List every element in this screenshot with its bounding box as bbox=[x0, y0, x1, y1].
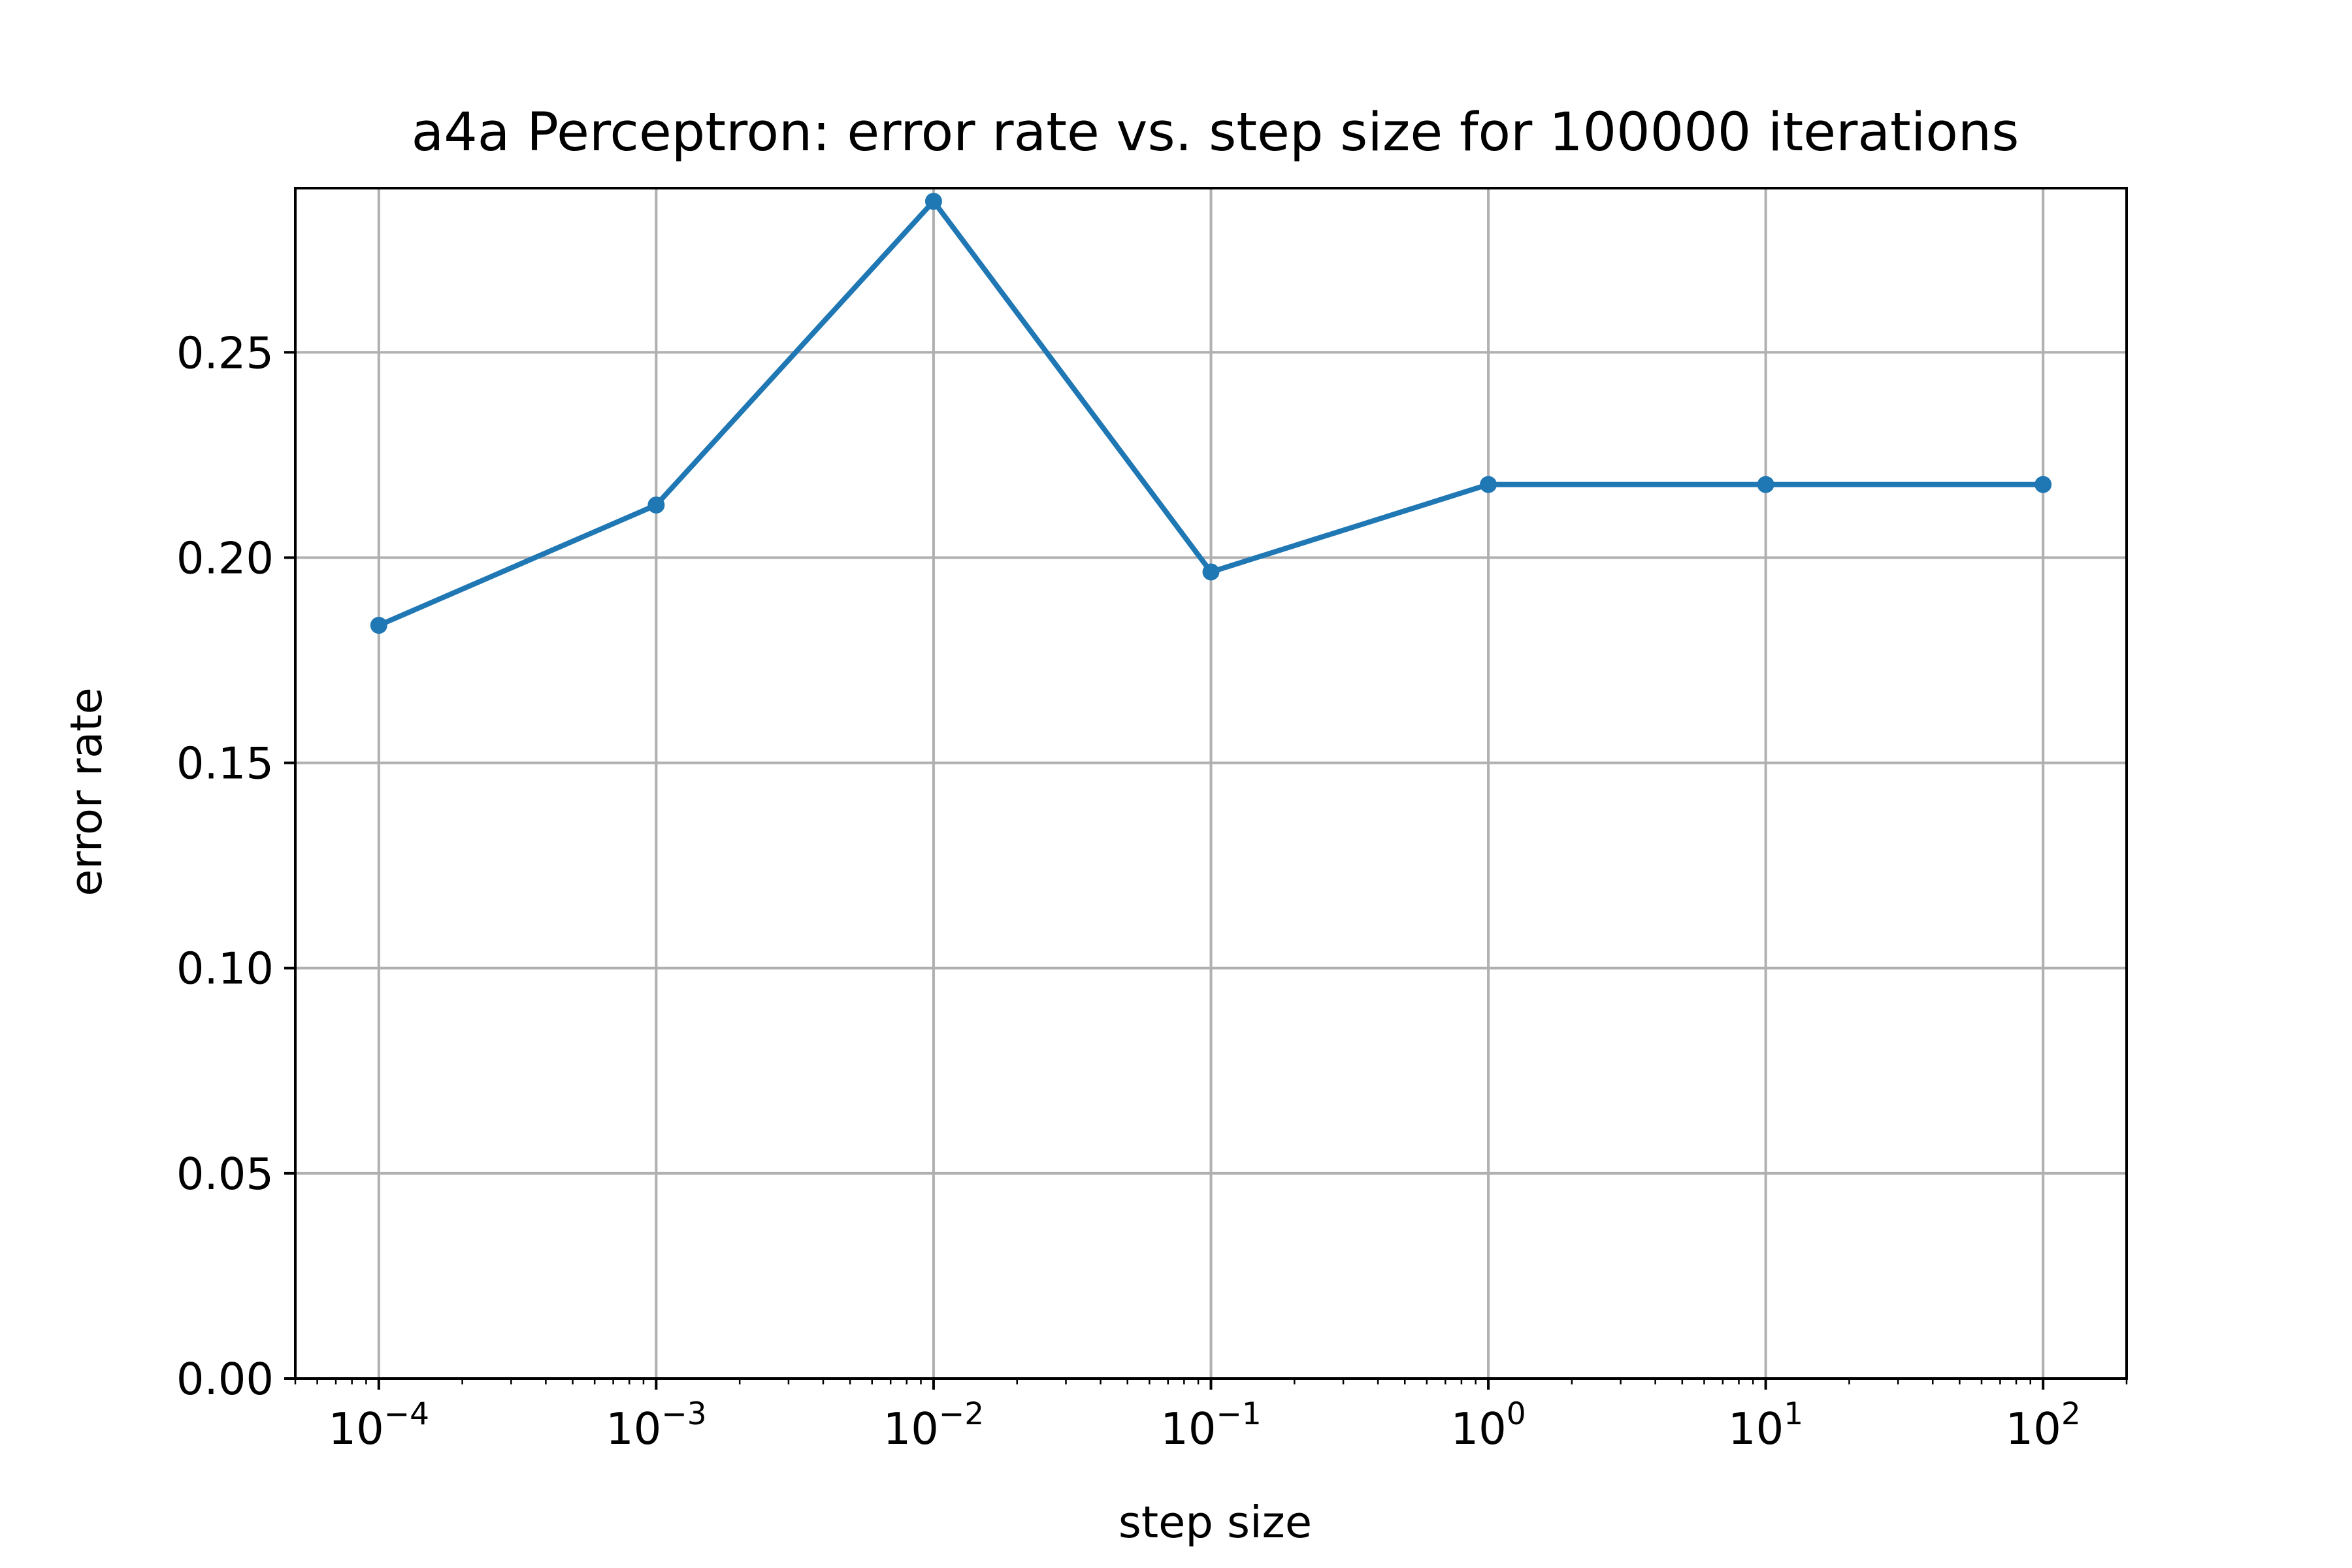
x-tick-label: 10−3 bbox=[606, 1396, 707, 1454]
y-tick-label: 0.00 bbox=[176, 1354, 274, 1405]
data-point bbox=[1757, 476, 1774, 493]
data-point bbox=[924, 193, 942, 210]
y-tick-label: 0.15 bbox=[176, 738, 274, 789]
y-tick-label: 0.25 bbox=[176, 327, 274, 378]
x-axis: 10−4 10−3 10−2 10−1 100 101 102 bbox=[329, 1379, 2081, 1454]
x-tick-label: 102 bbox=[2006, 1396, 2081, 1454]
data-point bbox=[1202, 563, 1220, 581]
y-axis-label: error rate bbox=[61, 687, 112, 896]
chart-title: a4a Perceptron: error rate vs. step size… bbox=[412, 102, 2019, 163]
data-point bbox=[370, 617, 387, 634]
y-axis: 0.00 0.05 0.10 0.15 0.20 0.25 bbox=[176, 327, 295, 1405]
data-point bbox=[2034, 476, 2052, 493]
x-tick-label: 101 bbox=[1728, 1396, 1803, 1454]
x-tick-label: 100 bbox=[1450, 1396, 1526, 1454]
data-point bbox=[1480, 476, 1497, 493]
series-layer bbox=[370, 193, 2052, 634]
grid bbox=[295, 188, 2127, 1380]
x-axis-label: step size bbox=[1119, 1497, 1312, 1548]
x-tick-label: 10−2 bbox=[883, 1396, 985, 1454]
x-tick-label: 10−4 bbox=[329, 1396, 430, 1454]
x-tick-label: 10−1 bbox=[1160, 1396, 1262, 1454]
y-tick-label: 0.05 bbox=[176, 1149, 274, 1200]
y-tick-label: 0.10 bbox=[176, 943, 274, 994]
data-point bbox=[647, 497, 665, 514]
y-tick-label: 0.20 bbox=[176, 532, 274, 583]
